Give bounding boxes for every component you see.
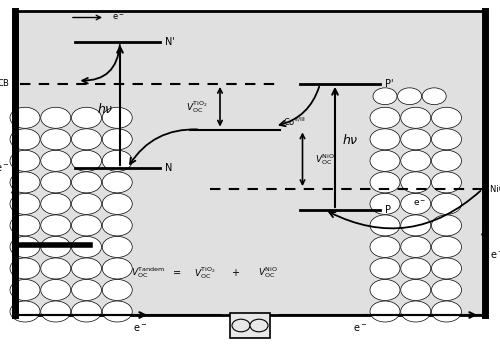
Circle shape	[370, 237, 400, 258]
Circle shape	[102, 150, 132, 172]
Circle shape	[72, 107, 102, 128]
Text: $V_{\mathrm{OC}}^{\mathrm{NiO}}$: $V_{\mathrm{OC}}^{\mathrm{NiO}}$	[258, 266, 278, 280]
Circle shape	[10, 258, 40, 279]
Circle shape	[370, 107, 400, 128]
Circle shape	[102, 258, 132, 279]
Circle shape	[432, 301, 462, 322]
Circle shape	[432, 279, 462, 300]
Circle shape	[422, 88, 446, 105]
Circle shape	[72, 172, 102, 193]
Circle shape	[370, 129, 400, 150]
Circle shape	[72, 301, 102, 322]
Circle shape	[40, 150, 71, 172]
Circle shape	[72, 215, 102, 236]
Text: P: P	[385, 205, 391, 215]
Circle shape	[10, 107, 40, 128]
Circle shape	[40, 172, 71, 193]
Circle shape	[40, 301, 71, 322]
FancyBboxPatch shape	[230, 313, 270, 338]
Circle shape	[370, 258, 400, 279]
Circle shape	[10, 301, 40, 322]
Circle shape	[102, 107, 132, 128]
Circle shape	[10, 215, 40, 236]
Text: $V_{\mathrm{OC}}^{\mathrm{TiO_2}}$: $V_{\mathrm{OC}}^{\mathrm{TiO_2}}$	[194, 265, 216, 281]
Text: e$^-$: e$^-$	[133, 323, 147, 335]
Circle shape	[401, 129, 431, 150]
Circle shape	[102, 215, 132, 236]
Circle shape	[40, 129, 71, 150]
Circle shape	[401, 237, 431, 258]
Circle shape	[102, 279, 132, 300]
Text: =: =	[172, 268, 180, 278]
Text: P': P'	[385, 79, 394, 89]
Text: e$^-$: e$^-$	[490, 250, 500, 261]
Circle shape	[102, 129, 132, 150]
Circle shape	[102, 172, 132, 193]
Circle shape	[401, 172, 431, 193]
Circle shape	[432, 129, 462, 150]
Circle shape	[10, 279, 40, 300]
Circle shape	[40, 107, 71, 128]
Text: e$^-$: e$^-$	[0, 162, 10, 174]
Circle shape	[370, 150, 400, 172]
Text: $V_{\mathrm{OC}}^{\mathrm{NiO}}$: $V_{\mathrm{OC}}^{\mathrm{NiO}}$	[315, 152, 335, 167]
Circle shape	[72, 258, 102, 279]
Circle shape	[401, 107, 431, 128]
Text: TiO$_2$CB: TiO$_2$CB	[0, 78, 10, 90]
Circle shape	[401, 279, 431, 300]
Circle shape	[432, 150, 462, 172]
Circle shape	[250, 319, 268, 332]
Circle shape	[432, 194, 462, 214]
Text: e$^-$: e$^-$	[112, 13, 125, 22]
Circle shape	[102, 301, 132, 322]
Circle shape	[40, 279, 71, 300]
Circle shape	[432, 258, 462, 279]
Text: $h\nu$: $h\nu$	[96, 102, 114, 116]
Text: $V_{\mathrm{OC}}^{\mathrm{Tandem}}$: $V_{\mathrm{OC}}^{\mathrm{Tandem}}$	[131, 266, 165, 280]
Circle shape	[10, 129, 40, 150]
Circle shape	[102, 237, 132, 258]
Circle shape	[10, 237, 40, 258]
Text: $V_{\mathrm{OC}}^{\mathrm{TiO_2}}$: $V_{\mathrm{OC}}^{\mathrm{TiO_2}}$	[186, 99, 208, 115]
Circle shape	[370, 172, 400, 193]
Text: NiO VB: NiO VB	[490, 184, 500, 194]
Circle shape	[72, 150, 102, 172]
Circle shape	[432, 237, 462, 258]
Circle shape	[40, 215, 71, 236]
Text: N: N	[165, 163, 172, 173]
Circle shape	[10, 194, 40, 214]
Circle shape	[40, 194, 71, 214]
Circle shape	[72, 129, 102, 150]
Circle shape	[401, 150, 431, 172]
Circle shape	[40, 258, 71, 279]
Circle shape	[401, 258, 431, 279]
Circle shape	[232, 319, 250, 332]
Circle shape	[72, 279, 102, 300]
Circle shape	[370, 194, 400, 214]
Circle shape	[401, 215, 431, 236]
Text: $h\nu$: $h\nu$	[342, 133, 358, 147]
Circle shape	[72, 194, 102, 214]
Circle shape	[432, 107, 462, 128]
Circle shape	[102, 194, 132, 214]
Circle shape	[10, 150, 40, 172]
Text: e$^-$: e$^-$	[353, 323, 367, 335]
Circle shape	[10, 172, 40, 193]
Text: Co$^{\mathrm{II/III}}$: Co$^{\mathrm{II/III}}$	[282, 116, 306, 128]
Circle shape	[370, 301, 400, 322]
Circle shape	[72, 237, 102, 258]
Circle shape	[432, 215, 462, 236]
Text: N': N'	[165, 37, 175, 47]
Text: +: +	[231, 268, 239, 278]
Circle shape	[370, 215, 400, 236]
Circle shape	[432, 172, 462, 193]
Circle shape	[370, 279, 400, 300]
FancyBboxPatch shape	[15, 10, 485, 315]
Circle shape	[40, 237, 71, 258]
Text: e$^-$: e$^-$	[414, 198, 426, 208]
Circle shape	[373, 88, 397, 105]
Circle shape	[401, 301, 431, 322]
Circle shape	[398, 88, 421, 105]
Circle shape	[401, 194, 431, 214]
